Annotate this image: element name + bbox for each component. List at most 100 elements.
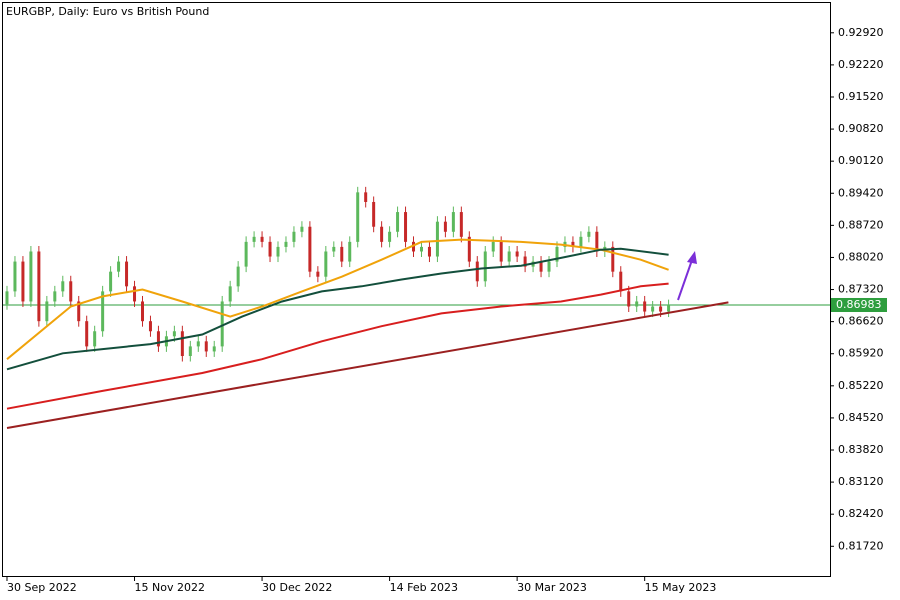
y-tick-label: 0.91520: [838, 90, 884, 103]
x-tick-label: 15 May 2023: [645, 581, 717, 594]
candle: [459, 206, 463, 243]
y-tick-label: 0.83120: [838, 475, 884, 488]
candle: [13, 256, 17, 297]
candle-body: [204, 341, 208, 352]
candle-body: [236, 266, 240, 287]
candle-body: [156, 331, 160, 347]
candle-body: [555, 246, 559, 262]
candle: [5, 285, 9, 310]
candle: [619, 266, 623, 297]
candle: [220, 295, 224, 352]
candle: [404, 206, 408, 248]
candle-body: [284, 241, 288, 247]
price-label: 0.86983: [836, 298, 882, 311]
candle-body: [244, 241, 248, 267]
line: [6, 247, 669, 371]
candle: [364, 186, 368, 208]
candle-body: [196, 341, 200, 347]
candle: [507, 245, 511, 268]
arrow-shaft: [677, 259, 693, 301]
candle: [300, 221, 304, 238]
y-tick-label: 0.89420: [838, 186, 884, 199]
y-tick-label: 0.90120: [838, 154, 884, 167]
candle-body: [619, 271, 623, 292]
candle-body: [117, 261, 121, 272]
candle-body: [85, 321, 89, 347]
candle: [109, 266, 113, 297]
candle-body: [507, 251, 511, 262]
candle: [140, 295, 144, 327]
candle: [483, 245, 487, 287]
price-label-box: [831, 297, 887, 312]
candle-body: [109, 271, 113, 292]
candle: [101, 285, 105, 337]
candle-body: [212, 346, 216, 352]
candle-body: [547, 261, 551, 272]
candle: [388, 226, 392, 248]
candle: [188, 340, 192, 362]
candle: [491, 236, 495, 257]
candle-body: [523, 256, 527, 267]
candle: [643, 295, 647, 318]
candle-body: [172, 331, 176, 337]
candle-body: [435, 221, 439, 257]
candle-body: [133, 286, 137, 302]
candle: [212, 340, 216, 357]
candle-body: [77, 301, 81, 322]
candle: [61, 275, 65, 297]
candle-body: [125, 261, 129, 287]
candle: [308, 221, 312, 278]
candle: [69, 275, 73, 307]
candle-body: [276, 246, 280, 257]
candle-body: [268, 241, 272, 257]
arrow-head: [687, 251, 697, 264]
candle-body: [188, 346, 192, 357]
candle: [284, 236, 288, 253]
candle-body: [643, 301, 647, 312]
candle: [77, 295, 81, 327]
candle: [635, 295, 639, 313]
candle-body: [427, 246, 431, 257]
candle: [332, 241, 336, 257]
y-tick-label: 0.85220: [838, 379, 884, 392]
candle-body: [13, 261, 17, 292]
candle-body: [635, 301, 639, 307]
candle: [53, 285, 57, 307]
candle: [435, 216, 439, 263]
candle-body: [451, 212, 455, 232]
candle-body: [419, 246, 423, 252]
candle: [148, 315, 152, 337]
candle: [236, 261, 240, 292]
candle: [292, 226, 296, 248]
candle: [523, 251, 527, 273]
candle-body: [252, 236, 256, 242]
candle: [125, 256, 129, 292]
candle-body: [29, 251, 33, 302]
candle-body: [332, 246, 336, 252]
candle: [324, 245, 328, 283]
y-tick-label: 0.88020: [838, 250, 884, 263]
candle-body: [667, 304, 671, 312]
candle: [244, 236, 248, 273]
candle-body: [348, 241, 352, 262]
candle: [475, 256, 479, 287]
candle: [611, 241, 615, 278]
candle-body: [260, 236, 264, 242]
candle: [133, 280, 137, 307]
candle-body: [611, 246, 615, 272]
arrow: [677, 251, 697, 301]
candle-body: [404, 212, 408, 242]
line: [6, 301, 729, 429]
candle: [651, 301, 655, 318]
candle-body: [459, 212, 463, 237]
candle-body: [595, 231, 599, 252]
candle: [276, 241, 280, 263]
candle-body: [587, 231, 591, 237]
candle-body: [324, 251, 328, 277]
x-tick-label: 15 Nov 2022: [135, 581, 205, 594]
y-tick-label: 0.90820: [838, 122, 884, 135]
y-tick-label: 0.88720: [838, 218, 884, 231]
candle: [380, 221, 384, 248]
candle: [555, 241, 559, 268]
